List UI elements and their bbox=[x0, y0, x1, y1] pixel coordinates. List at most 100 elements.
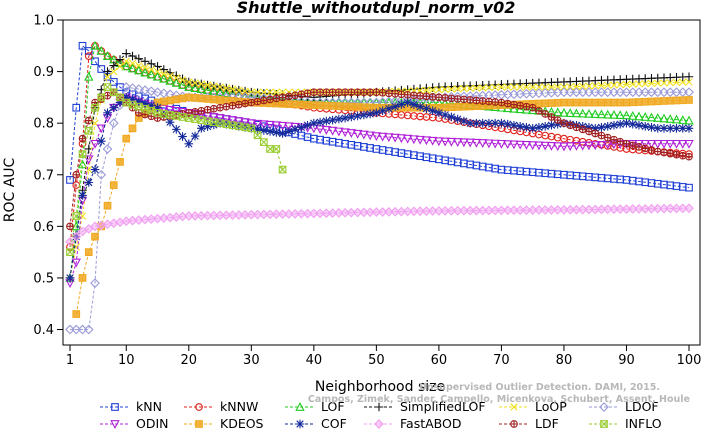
data-point-odin bbox=[234, 117, 244, 127]
data-point-cof bbox=[297, 123, 306, 132]
data-point-odin bbox=[84, 155, 94, 165]
y-tick-label: 0.4 bbox=[33, 323, 54, 338]
data-point-ldof bbox=[634, 87, 644, 98]
data-point-ldf bbox=[435, 93, 443, 102]
data-point-odin bbox=[534, 141, 544, 151]
data-point-ldof bbox=[127, 83, 138, 93]
data-point-kdeos bbox=[578, 98, 587, 107]
data-point-ldf bbox=[585, 127, 593, 136]
series-group bbox=[65, 40, 694, 335]
data-point-cof bbox=[140, 99, 150, 108]
data-point-cof bbox=[290, 125, 300, 134]
data-point-inflo bbox=[259, 138, 268, 146]
data-point-ldf bbox=[234, 100, 243, 109]
data-point-odin bbox=[327, 126, 338, 136]
data-point-odin bbox=[653, 139, 663, 149]
legend-marker bbox=[374, 419, 384, 429]
data-point-kdeos bbox=[616, 98, 625, 107]
data-point-kdeos bbox=[560, 98, 568, 107]
data-point-kdeos bbox=[610, 98, 618, 107]
data-point-ldof bbox=[677, 87, 688, 98]
data-point-kdeos bbox=[128, 124, 137, 133]
data-point-cof bbox=[303, 120, 312, 130]
series-fastabod bbox=[65, 203, 694, 247]
x-tick-label: 20 bbox=[181, 353, 198, 368]
data-point-cof bbox=[322, 116, 331, 126]
data-point-loop bbox=[241, 87, 249, 95]
data-point-cof bbox=[378, 106, 387, 116]
data-point-cof bbox=[459, 116, 469, 126]
data-point-lof bbox=[209, 86, 219, 96]
data-point-cof bbox=[272, 128, 281, 137]
data-point-lof bbox=[596, 109, 607, 119]
data-point-loop bbox=[635, 80, 643, 88]
data-point-ldf bbox=[591, 129, 600, 138]
data-point-odin bbox=[596, 140, 607, 150]
legend-marker bbox=[599, 402, 609, 412]
data-point-inflo bbox=[247, 124, 256, 133]
data-point-loop bbox=[428, 86, 437, 94]
data-point-ldf bbox=[378, 88, 387, 97]
data-point-knn bbox=[297, 131, 306, 140]
data-point-fastabod bbox=[71, 231, 82, 242]
data-point-kdeos bbox=[603, 98, 612, 107]
data-point-simplifiedlof bbox=[103, 67, 112, 76]
data-point-cof bbox=[584, 123, 594, 132]
data-point-kdeos bbox=[84, 248, 93, 256]
data-point-loop bbox=[447, 85, 456, 93]
data-point-odin bbox=[434, 137, 444, 147]
data-point-cof bbox=[315, 117, 325, 127]
data-point-odin bbox=[259, 120, 269, 130]
data-point-ldf bbox=[353, 88, 362, 97]
data-point-kdeos bbox=[197, 94, 206, 103]
data-point-kdeos bbox=[591, 98, 600, 107]
data-point-odin bbox=[165, 105, 175, 115]
data-point-loop bbox=[116, 62, 124, 71]
data-point-loop bbox=[166, 72, 174, 80]
data-point-inflo bbox=[66, 248, 74, 256]
data-point-odin bbox=[546, 142, 557, 151]
series-lof bbox=[65, 40, 694, 282]
data-point-odin bbox=[646, 139, 657, 149]
data-point-lof bbox=[102, 51, 113, 60]
data-point-lof bbox=[552, 107, 563, 117]
data-point-ldf bbox=[603, 133, 612, 142]
data-point-odin bbox=[490, 139, 500, 149]
data-point-cof bbox=[453, 114, 462, 124]
data-point-loop bbox=[416, 86, 424, 95]
data-point-cof bbox=[665, 124, 675, 133]
data-point-odin bbox=[565, 142, 575, 152]
data-point-inflo bbox=[278, 165, 287, 174]
data-point-loop bbox=[466, 84, 474, 93]
data-point-lof bbox=[215, 87, 225, 97]
data-point-ldf bbox=[428, 93, 437, 101]
data-point-lof bbox=[90, 40, 100, 50]
data-point-odin bbox=[509, 140, 519, 150]
x-tick-label: 30 bbox=[243, 353, 260, 368]
data-point-inflo bbox=[78, 150, 87, 158]
data-point-ldf bbox=[222, 102, 231, 111]
data-point-ldf bbox=[134, 109, 143, 117]
data-point-kdeos bbox=[347, 102, 356, 111]
data-point-lof bbox=[634, 111, 644, 121]
data-point-kdeos bbox=[297, 100, 306, 109]
data-point-cof bbox=[171, 125, 181, 134]
data-point-knn bbox=[66, 176, 74, 184]
data-point-lof bbox=[671, 114, 682, 124]
data-point-cof bbox=[128, 95, 137, 104]
data-point-loop bbox=[197, 80, 205, 88]
data-point-loop bbox=[216, 83, 224, 91]
data-point-loop bbox=[622, 80, 631, 89]
legend-marker bbox=[295, 419, 305, 429]
data-point-cof bbox=[278, 129, 287, 138]
data-point-cof bbox=[428, 106, 437, 116]
data-point-simplifiedlof bbox=[109, 61, 119, 70]
data-point-odin bbox=[496, 139, 507, 149]
series-line-odin bbox=[69, 96, 689, 284]
data-point-cof bbox=[203, 122, 212, 131]
data-point-loop bbox=[460, 84, 468, 93]
data-point-cof bbox=[397, 100, 406, 109]
data-point-lof bbox=[184, 82, 194, 91]
data-point-lof bbox=[665, 114, 675, 123]
data-point-simplifiedlof bbox=[128, 51, 137, 61]
